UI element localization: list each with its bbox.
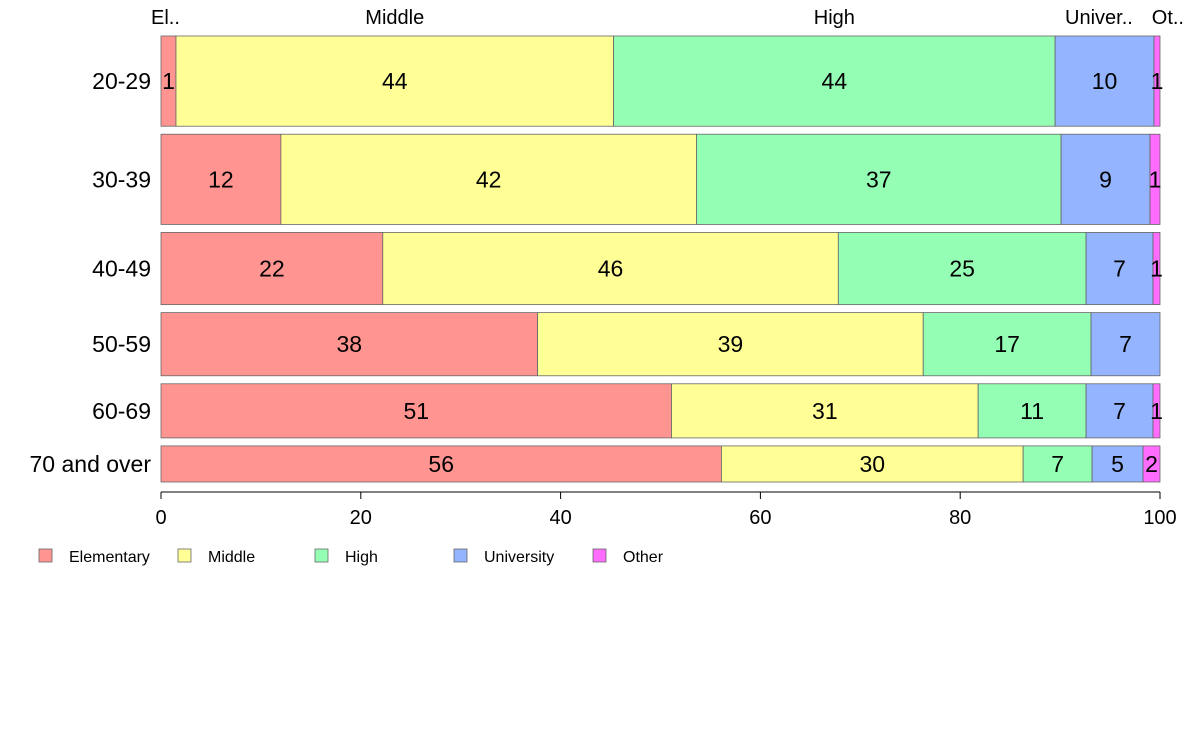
data-label: 30 — [859, 451, 885, 477]
y-tick-label: 20-29 — [92, 68, 151, 94]
bar-segment-other-1 — [1153, 35, 1161, 127]
data-label: 56 — [428, 451, 454, 477]
data-label: 1 — [1149, 166, 1162, 192]
top-category-label: Middle — [365, 7, 424, 29]
bar-segment-high-4 — [922, 312, 1092, 377]
data-label: 22 — [259, 256, 285, 282]
data-label: 44 — [822, 68, 848, 94]
bar-segment-elementary-2 — [160, 133, 282, 225]
x-tick-label: 0 — [155, 507, 166, 529]
legend-label: Elementary — [69, 549, 150, 566]
data-label: 1 — [1150, 398, 1163, 424]
data-label: 39 — [718, 331, 744, 357]
bar-segment-other-6 — [1142, 445, 1161, 483]
bar-segment-middle-3 — [382, 232, 839, 306]
bar-segment-high-2 — [696, 133, 1062, 225]
bar-segment-university-5 — [1085, 383, 1154, 439]
bar-segment-high-5 — [977, 383, 1087, 439]
bar-segment-high-1 — [613, 35, 1056, 127]
bar-segment-other-5 — [1152, 383, 1161, 439]
data-label: 25 — [949, 256, 975, 282]
data-label: 37 — [866, 166, 892, 192]
bar-segment-other-3 — [1152, 232, 1161, 306]
top-category-label: Ot.. — [1152, 7, 1184, 29]
legend-swatch-other — [592, 548, 607, 563]
data-label: 7 — [1051, 451, 1064, 477]
legend-label: Middle — [208, 549, 255, 566]
x-tick-label: 80 — [949, 507, 971, 529]
bar-segment-middle-2 — [280, 133, 697, 225]
legend-label: University — [484, 549, 554, 566]
legend-label: High — [345, 549, 378, 566]
bar-segment-middle-6 — [721, 445, 1024, 483]
legend-swatch-elementary — [38, 548, 53, 563]
bar-segment-elementary-3 — [160, 232, 384, 306]
data-label: 10 — [1092, 68, 1118, 94]
x-tick-label: 40 — [549, 507, 571, 529]
data-label: 7 — [1113, 398, 1126, 424]
bar-segment-university-2 — [1060, 133, 1151, 225]
bars: 1 44 44 10 112 42 37 9 122 46 25 7 138 39 17 751 31 11 7 15… — [160, 35, 1164, 483]
data-label: 1 — [1151, 68, 1164, 94]
data-label: 1 — [1150, 256, 1163, 282]
legend-label: Other — [623, 549, 664, 566]
data-label: 1 — [162, 68, 175, 94]
bar-segment-high-3 — [837, 232, 1087, 306]
top-category-labels: El.. Middle High Univer.. Ot.. — [151, 7, 1184, 29]
bar-segment-middle-5 — [671, 383, 979, 439]
y-axis-labels: 20-29 30-39 40-49 50-59 60-69 70 and over — [30, 68, 152, 477]
data-label: 7 — [1119, 331, 1132, 357]
data-label: 31 — [812, 398, 838, 424]
x-tick-label: 20 — [350, 507, 372, 529]
data-label: 42 — [476, 166, 502, 192]
legend-swatch-high — [314, 548, 329, 563]
legend: Elementary Middle High University Other — [38, 548, 664, 566]
data-label: 9 — [1099, 166, 1112, 192]
y-tick-label: 30-39 — [92, 166, 151, 192]
bar-segment-elementary-4 — [160, 312, 539, 377]
data-label: 51 — [403, 398, 429, 424]
bar-segment-middle-4 — [537, 312, 924, 377]
bar-segment-elementary-6 — [160, 445, 722, 483]
bar-segment-university-1 — [1054, 35, 1155, 127]
data-label: 12 — [208, 166, 234, 192]
y-tick-label: 50-59 — [92, 331, 151, 357]
data-label: 2 — [1145, 451, 1158, 477]
legend-swatch-university — [453, 548, 468, 563]
bar-segment-other-2 — [1149, 133, 1161, 225]
bar-segment-high-6 — [1022, 445, 1093, 483]
data-label: 46 — [598, 256, 624, 282]
legend-swatch-middle — [177, 548, 192, 563]
y-tick-label: 70 and over — [30, 451, 152, 477]
data-label: 17 — [994, 331, 1020, 357]
bar-segment-university-3 — [1085, 232, 1154, 306]
x-tick-label: 100 — [1143, 507, 1176, 529]
data-label: 44 — [382, 68, 408, 94]
data-label: 5 — [1111, 451, 1124, 477]
y-tick-label: 40-49 — [92, 256, 151, 282]
y-tick-label: 60-69 — [92, 398, 151, 424]
top-category-label: Univer.. — [1065, 7, 1133, 29]
top-category-label: El.. — [151, 7, 180, 29]
data-label: 7 — [1113, 256, 1126, 282]
top-category-label: High — [814, 7, 855, 29]
data-label: 38 — [337, 331, 363, 357]
x-axis: 0 20 40 60 80 100 — [155, 491, 1177, 529]
x-tick-label: 60 — [749, 507, 771, 529]
data-label: 11 — [1020, 398, 1044, 424]
bar-segment-middle-1 — [175, 35, 614, 127]
bar-segment-university-4 — [1090, 312, 1161, 377]
bar-segment-elementary-5 — [160, 383, 672, 439]
